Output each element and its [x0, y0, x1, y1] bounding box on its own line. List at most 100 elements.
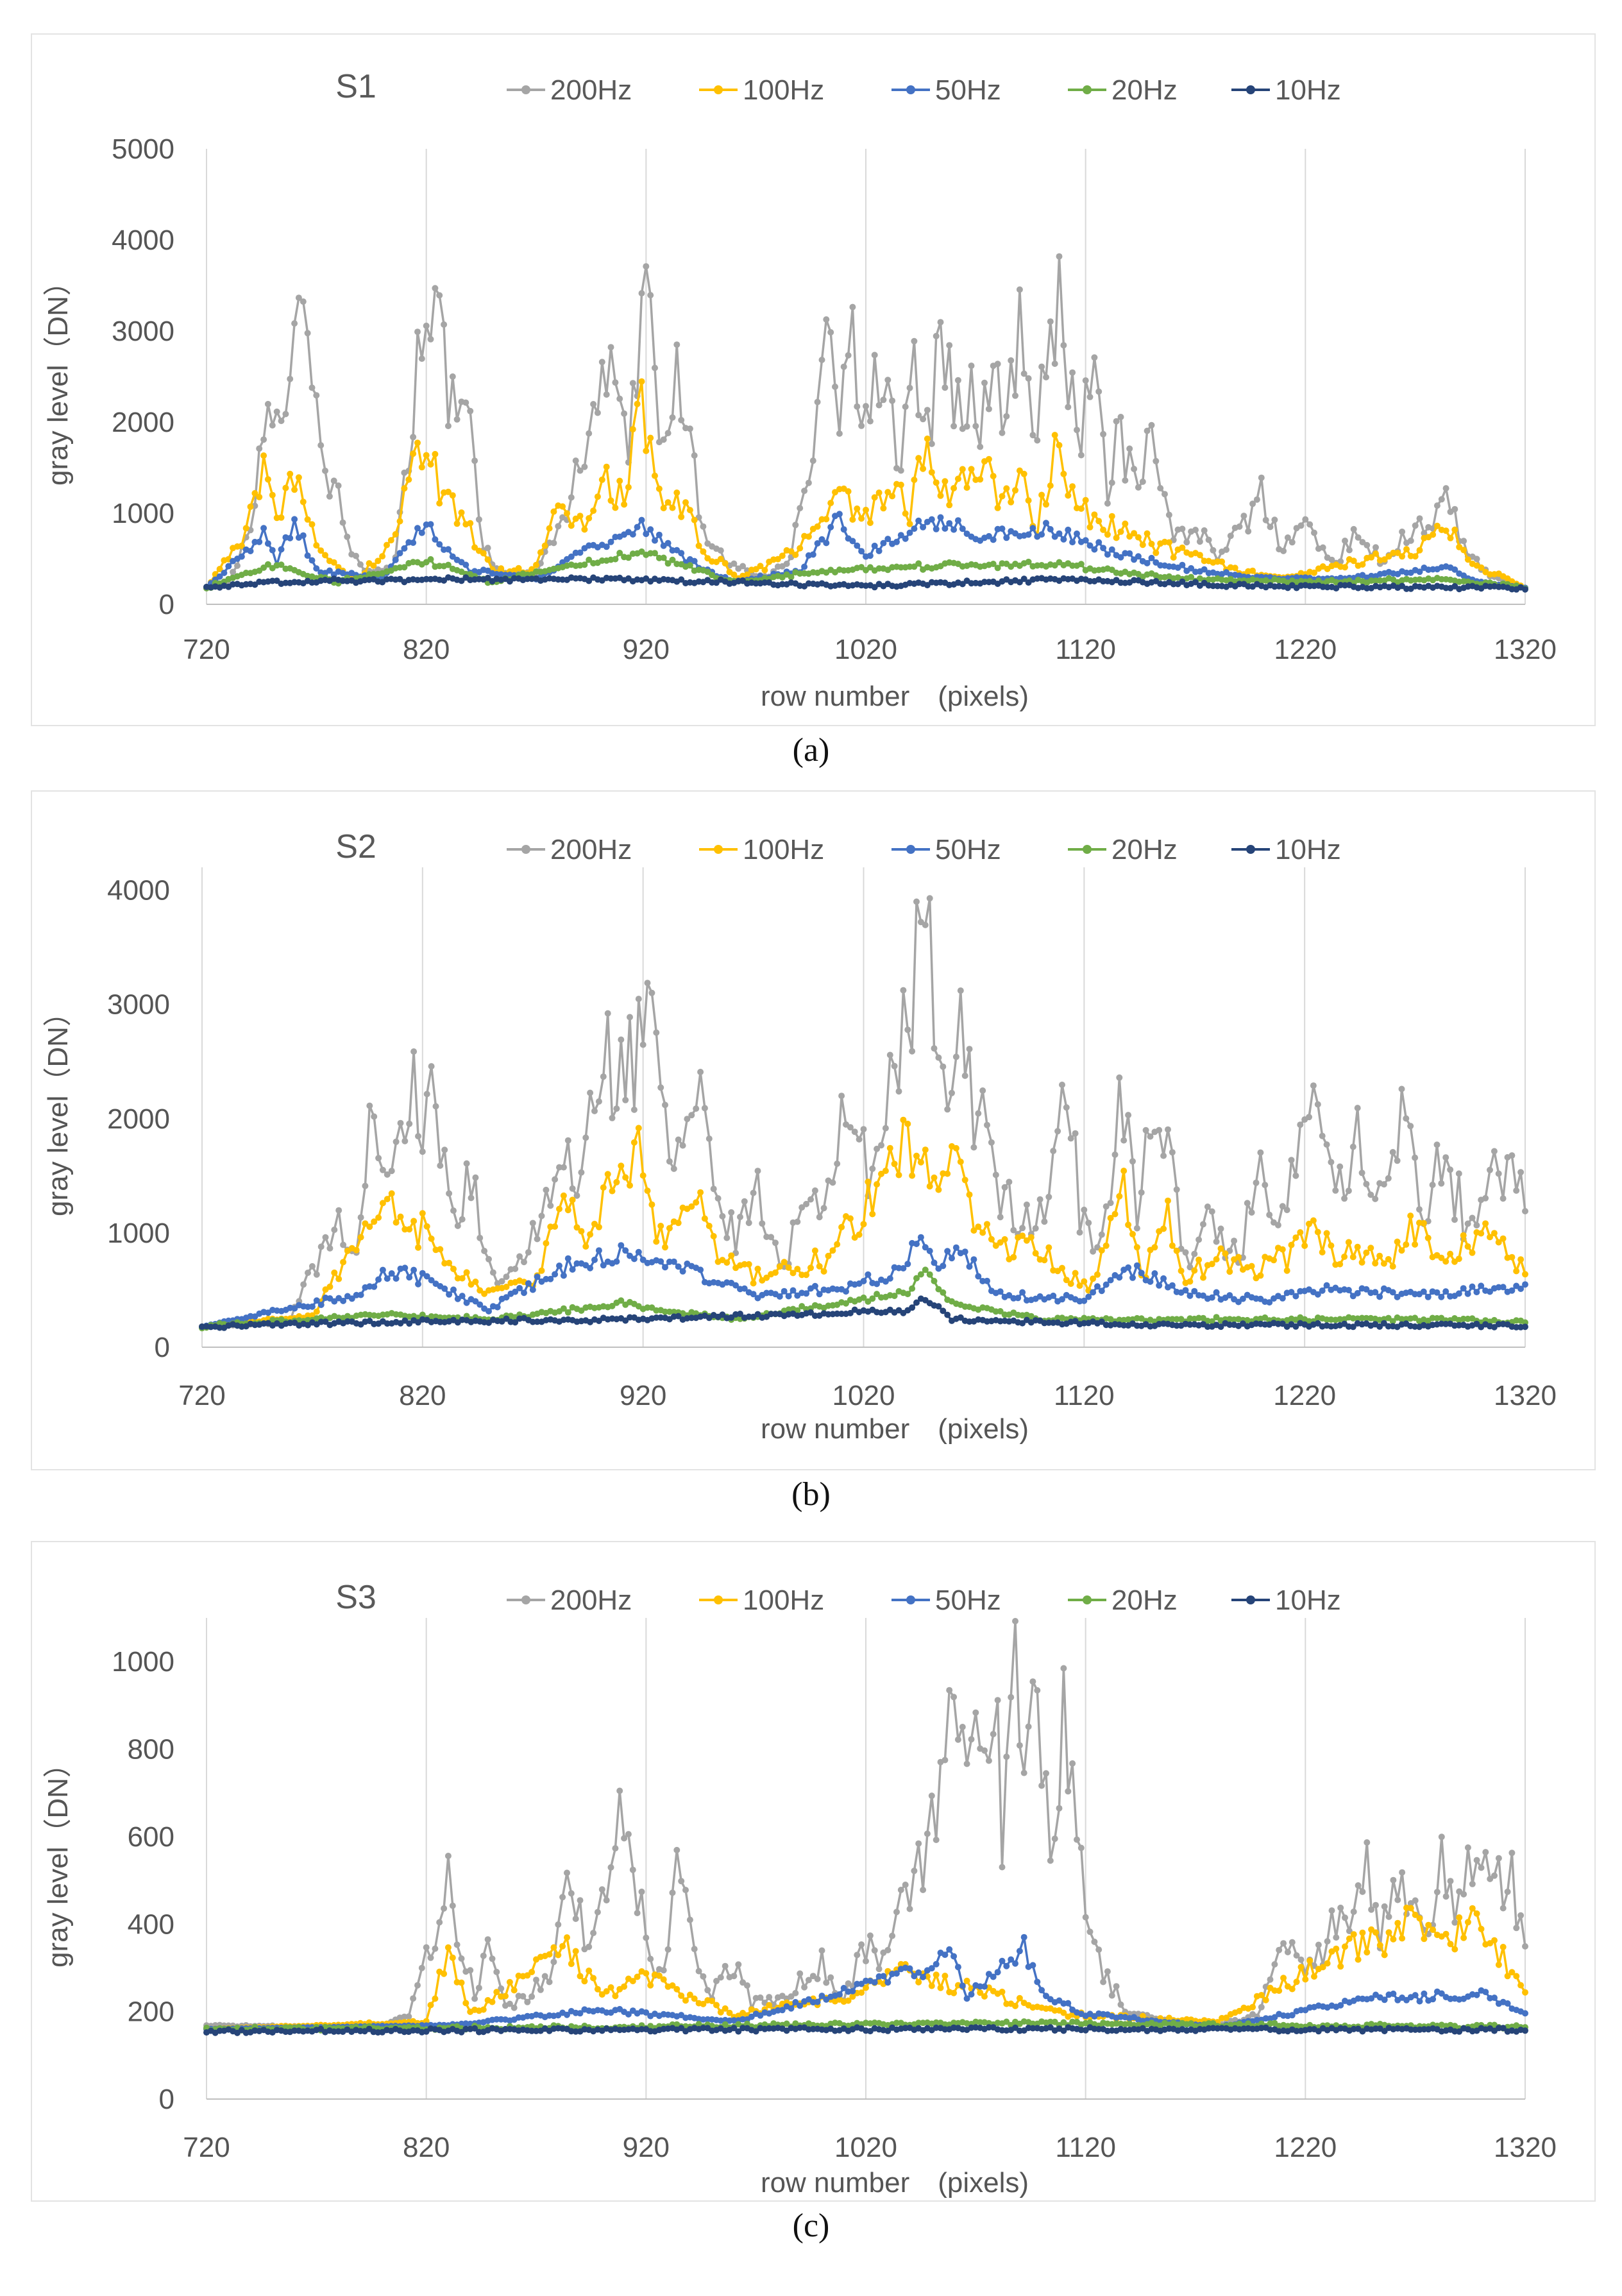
data-point	[453, 416, 460, 423]
legend-item-200Hz: 200Hz	[507, 1585, 632, 1616]
data-point	[1258, 474, 1265, 481]
data-point	[560, 1305, 567, 1312]
data-point	[1504, 1973, 1511, 1980]
data-point	[441, 1970, 448, 1977]
data-point	[1310, 1082, 1317, 1089]
data-point	[1504, 2000, 1511, 2007]
data-point	[840, 363, 847, 370]
data-point	[940, 1289, 947, 1296]
data-point	[719, 1311, 726, 1318]
data-point	[577, 1897, 584, 1904]
data-point	[772, 1269, 779, 1276]
data-point	[432, 285, 439, 292]
data-point	[1045, 1319, 1052, 1326]
data-point	[792, 551, 799, 558]
data-point	[970, 1256, 977, 1263]
y-tick-label: 4000	[107, 875, 170, 906]
data-point	[1438, 1293, 1445, 1300]
data-point	[1389, 1263, 1396, 1270]
data-point	[458, 1979, 465, 1986]
data-point	[1179, 525, 1186, 532]
data-point	[662, 1308, 668, 1315]
data-point	[1292, 1234, 1299, 1241]
data-point	[942, 525, 949, 532]
legend-label: 200Hz	[550, 1585, 632, 1616]
data-point	[568, 494, 575, 501]
data-point	[728, 1252, 735, 1259]
data-point	[1095, 388, 1102, 395]
caption-a: (a)	[792, 732, 830, 769]
data-point	[515, 565, 522, 572]
data-point	[900, 1265, 907, 1271]
data-point	[1394, 1238, 1401, 1245]
data-point	[688, 1314, 695, 1322]
data-point	[893, 1909, 900, 1916]
data-point	[825, 1252, 832, 1259]
data-point	[792, 1999, 799, 2005]
data-point	[578, 1228, 585, 1235]
data-point	[1067, 1280, 1074, 1288]
data-point	[1148, 421, 1155, 429]
data-point	[935, 1054, 942, 1061]
data-point	[915, 517, 922, 524]
data-point	[581, 561, 588, 568]
data-point	[1020, 1934, 1027, 1941]
data-point	[340, 1241, 347, 1248]
data-point	[415, 1133, 421, 1140]
data-point	[827, 329, 834, 336]
y-tick-label: 600	[128, 1821, 174, 1853]
data-point	[961, 1072, 968, 1079]
data-point	[441, 1146, 448, 1153]
data-point	[1091, 1938, 1098, 1945]
data-point	[577, 549, 584, 556]
data-point	[1314, 1101, 1321, 1108]
data-point	[889, 1932, 896, 1939]
data-point	[1438, 1254, 1445, 1261]
chart-title: S3	[335, 1579, 376, 1616]
data-point	[1451, 1216, 1458, 1223]
data-point	[1522, 1989, 1528, 1996]
data-point	[691, 1995, 698, 2002]
data-point	[264, 400, 271, 407]
data-point	[1086, 542, 1094, 549]
data-point	[1491, 1872, 1498, 1879]
data-point	[875, 547, 883, 554]
data-point	[981, 579, 988, 586]
data-point	[1354, 1105, 1361, 1112]
data-point	[860, 1278, 867, 1284]
data-point	[568, 1960, 575, 1968]
data-point	[1126, 550, 1133, 557]
data-point	[1495, 1855, 1502, 1862]
data-point	[1012, 1960, 1018, 1967]
data-point	[1394, 1919, 1401, 1926]
data-point	[1328, 1159, 1335, 1166]
data-point	[1003, 412, 1010, 420]
data-point	[331, 1298, 338, 1305]
data-point	[1517, 1169, 1525, 1176]
data-point	[639, 1172, 646, 1179]
data-point	[1091, 546, 1098, 553]
data-point	[710, 1233, 717, 1239]
data-point	[1116, 1074, 1123, 1081]
data-point	[529, 1220, 536, 1227]
data-point	[1131, 466, 1138, 472]
data-point	[467, 1967, 474, 1974]
data-point	[1349, 1254, 1356, 1261]
data-point	[1363, 1249, 1370, 1256]
data-point	[1029, 432, 1036, 439]
data-point	[1173, 1247, 1180, 1254]
data-point	[437, 1162, 444, 1169]
data-point	[586, 1968, 593, 1974]
caption-c: (c)	[792, 2207, 830, 2244]
legend-marker	[714, 1595, 723, 1604]
data-point	[779, 2007, 786, 2014]
data-point	[559, 1943, 566, 1950]
data-point	[1297, 522, 1305, 529]
x-tick-label: 820	[399, 1380, 446, 1411]
data-point	[587, 1089, 594, 1096]
data-point	[670, 1258, 677, 1265]
data-point	[1389, 1318, 1396, 1325]
data-point	[598, 476, 605, 483]
data-point	[534, 1273, 541, 1280]
data-point	[1349, 1323, 1356, 1331]
